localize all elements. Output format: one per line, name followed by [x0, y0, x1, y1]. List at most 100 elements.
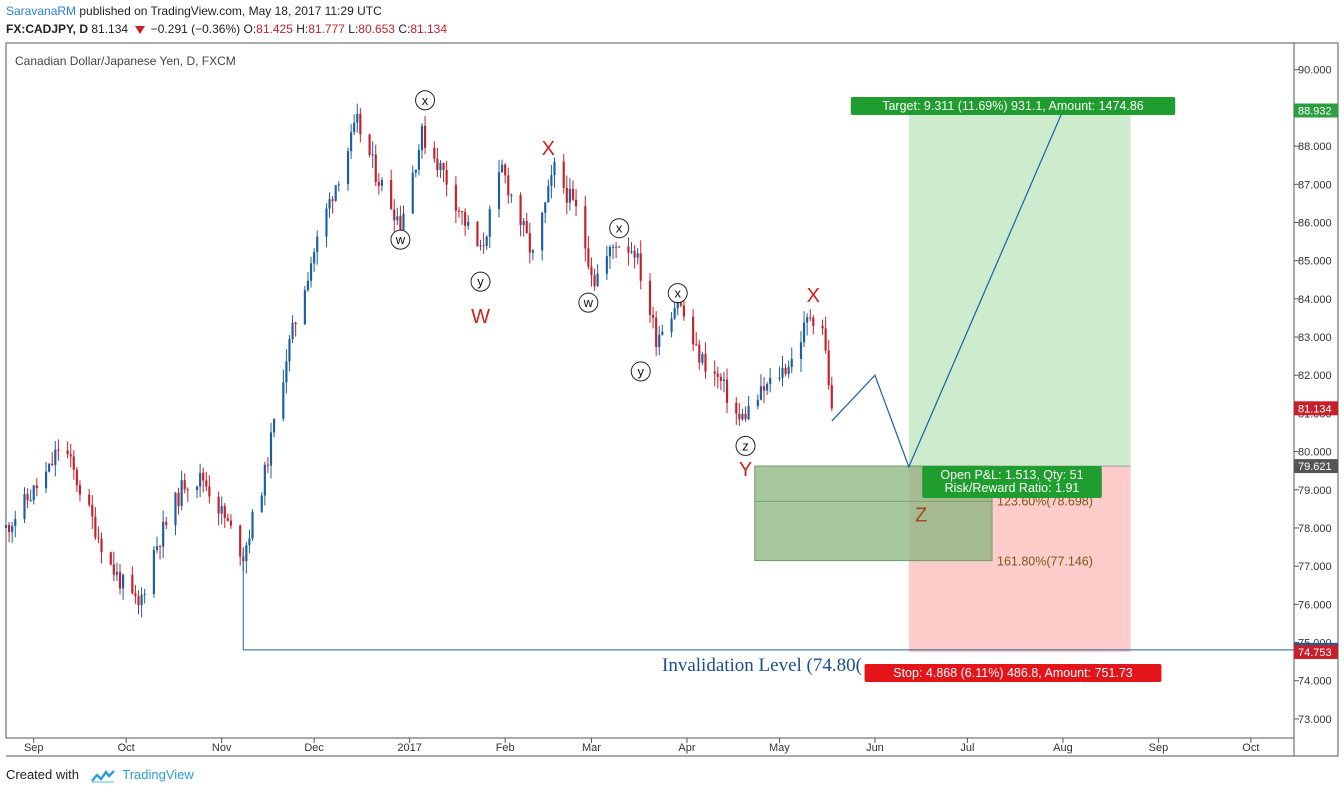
wave-label-circle — [470, 271, 491, 292]
x-tick-label: Oct — [1242, 742, 1259, 754]
candle-body — [522, 221, 525, 226]
candle-body — [109, 552, 112, 565]
candle-body — [821, 325, 824, 329]
candle-body — [759, 386, 763, 400]
candle-body — [550, 175, 553, 186]
candle-body — [590, 266, 593, 276]
wave-label: w — [583, 295, 594, 310]
candle-body — [692, 316, 695, 345]
candle-body — [94, 516, 97, 538]
candle-body — [781, 367, 784, 378]
last-price: 81.134 — [91, 22, 129, 36]
y-tick-label: 87.000 — [1298, 179, 1332, 191]
candle-body — [652, 314, 655, 318]
stop-badge-text: Stop: 4.868 (6.11%) 486.8, Amount: 751.7… — [893, 666, 1133, 680]
candle-body — [454, 184, 457, 211]
candle-body — [482, 245, 485, 247]
x-tick-label: 2017 — [397, 742, 421, 754]
high-value: 81.777 — [308, 22, 345, 36]
candle-body — [611, 246, 615, 248]
y-tick-label: 85.000 — [1298, 256, 1332, 268]
candle-body — [519, 195, 522, 226]
y-tick-label: 90.000 — [1298, 65, 1332, 77]
candle-body — [44, 471, 48, 489]
candle-body — [331, 199, 334, 201]
candle-body — [571, 188, 575, 200]
candle-body — [162, 521, 165, 547]
x-tick-label: Nov — [212, 742, 232, 754]
candle-body — [309, 263, 313, 281]
candle-body — [23, 494, 26, 520]
price-label-bg — [1294, 459, 1338, 474]
candle-body — [445, 170, 448, 185]
candle-body — [195, 486, 199, 490]
candle-body — [547, 185, 550, 203]
candle-body — [420, 125, 424, 151]
candle-body — [97, 537, 100, 539]
candle-body — [806, 317, 809, 323]
candle-body — [701, 353, 704, 363]
candle-body — [615, 246, 618, 248]
wave-label: x — [422, 93, 429, 108]
y-tick-label: 78.000 — [1298, 523, 1332, 535]
pnl-badge-text: Open P&L: 1.513, Qty: 51 — [940, 468, 1083, 482]
candle-body — [744, 413, 747, 420]
price-label: 81.134 — [1298, 403, 1332, 415]
candle-body — [528, 233, 531, 253]
candle-body — [553, 161, 556, 176]
candle-body — [784, 367, 787, 374]
candle-body — [263, 464, 266, 496]
price-label-bg — [1294, 401, 1338, 416]
projection-path — [831, 110, 1064, 469]
published-text: published on TradingView.com, May 18, 20… — [79, 4, 382, 18]
candle-body — [353, 122, 356, 133]
author-link[interactable]: SaravanaRM — [6, 4, 77, 18]
candle-body — [488, 209, 491, 237]
candle-body — [790, 358, 793, 368]
candle-body — [525, 221, 528, 234]
tradingview-link[interactable]: TradingView — [122, 767, 194, 782]
wave-label: X — [807, 285, 820, 307]
candle-body — [399, 216, 402, 231]
candle-body — [565, 187, 568, 203]
candle-body — [51, 463, 54, 465]
candle-body — [725, 379, 729, 403]
candle-body — [282, 382, 285, 419]
x-tick-label: Apr — [678, 742, 695, 754]
candle-body — [165, 521, 168, 526]
candle-body — [202, 472, 205, 481]
candle-body — [158, 546, 162, 548]
wave-label: w — [395, 232, 406, 247]
candle-body — [698, 344, 701, 363]
low-label: L: — [348, 22, 359, 36]
candle-body — [32, 485, 35, 501]
candle-body — [756, 399, 759, 407]
pnl-badge-bg — [922, 466, 1102, 498]
candle-body — [183, 480, 186, 490]
candle-body — [248, 538, 251, 546]
candle-body — [574, 199, 578, 207]
candle-body — [285, 361, 288, 383]
candle-body — [72, 456, 75, 470]
candle-body — [396, 216, 399, 221]
candle-body — [593, 275, 596, 287]
candle-body — [8, 524, 11, 533]
candle-body — [827, 350, 830, 386]
candle-body — [54, 449, 57, 465]
candle-body — [713, 371, 716, 374]
candle-body — [143, 593, 146, 595]
candle-body — [682, 305, 685, 317]
candle-body — [356, 113, 359, 123]
candle-body — [587, 248, 590, 267]
x-tick-label: Dec — [304, 742, 324, 754]
candle-body — [633, 251, 636, 258]
candle-body — [374, 154, 377, 183]
y-tick-label: 83.000 — [1298, 332, 1332, 344]
candle-body — [269, 432, 273, 466]
candle-body — [328, 199, 331, 209]
wave-label: X — [542, 138, 555, 160]
invalidation-label: Invalidation Level (74.80( — [662, 655, 862, 676]
candle-body — [541, 212, 544, 251]
candle-body — [337, 184, 340, 186]
